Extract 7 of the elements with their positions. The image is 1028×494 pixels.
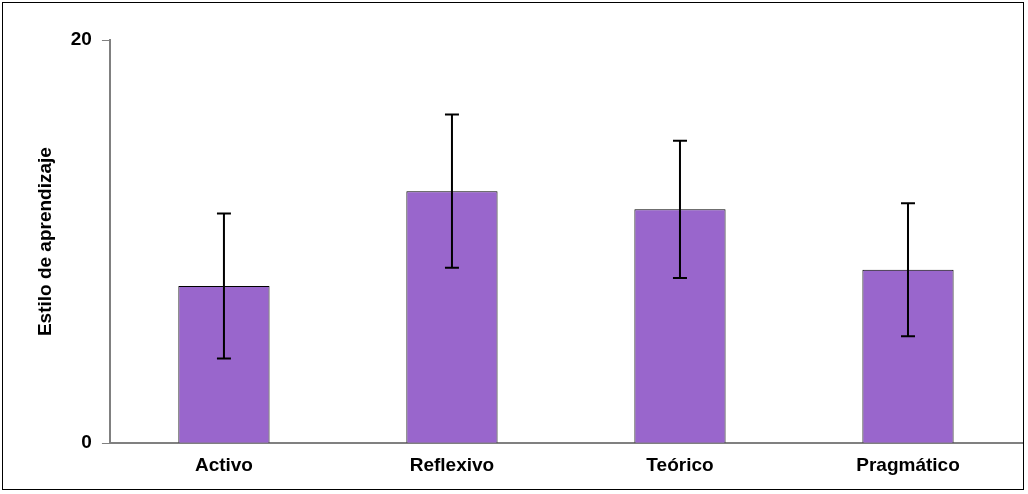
y-axis-title: Estilo de aprendizaje	[33, 147, 55, 337]
y-tick-label: 20	[70, 28, 92, 50]
x-tick-label: Reflexivo	[409, 453, 495, 475]
x-tick-label: Teórico	[646, 453, 714, 475]
x-tick-label: Activo	[194, 453, 253, 475]
x-tick-label: Pragmático	[856, 453, 960, 475]
y-tick-label: 0	[81, 431, 92, 453]
